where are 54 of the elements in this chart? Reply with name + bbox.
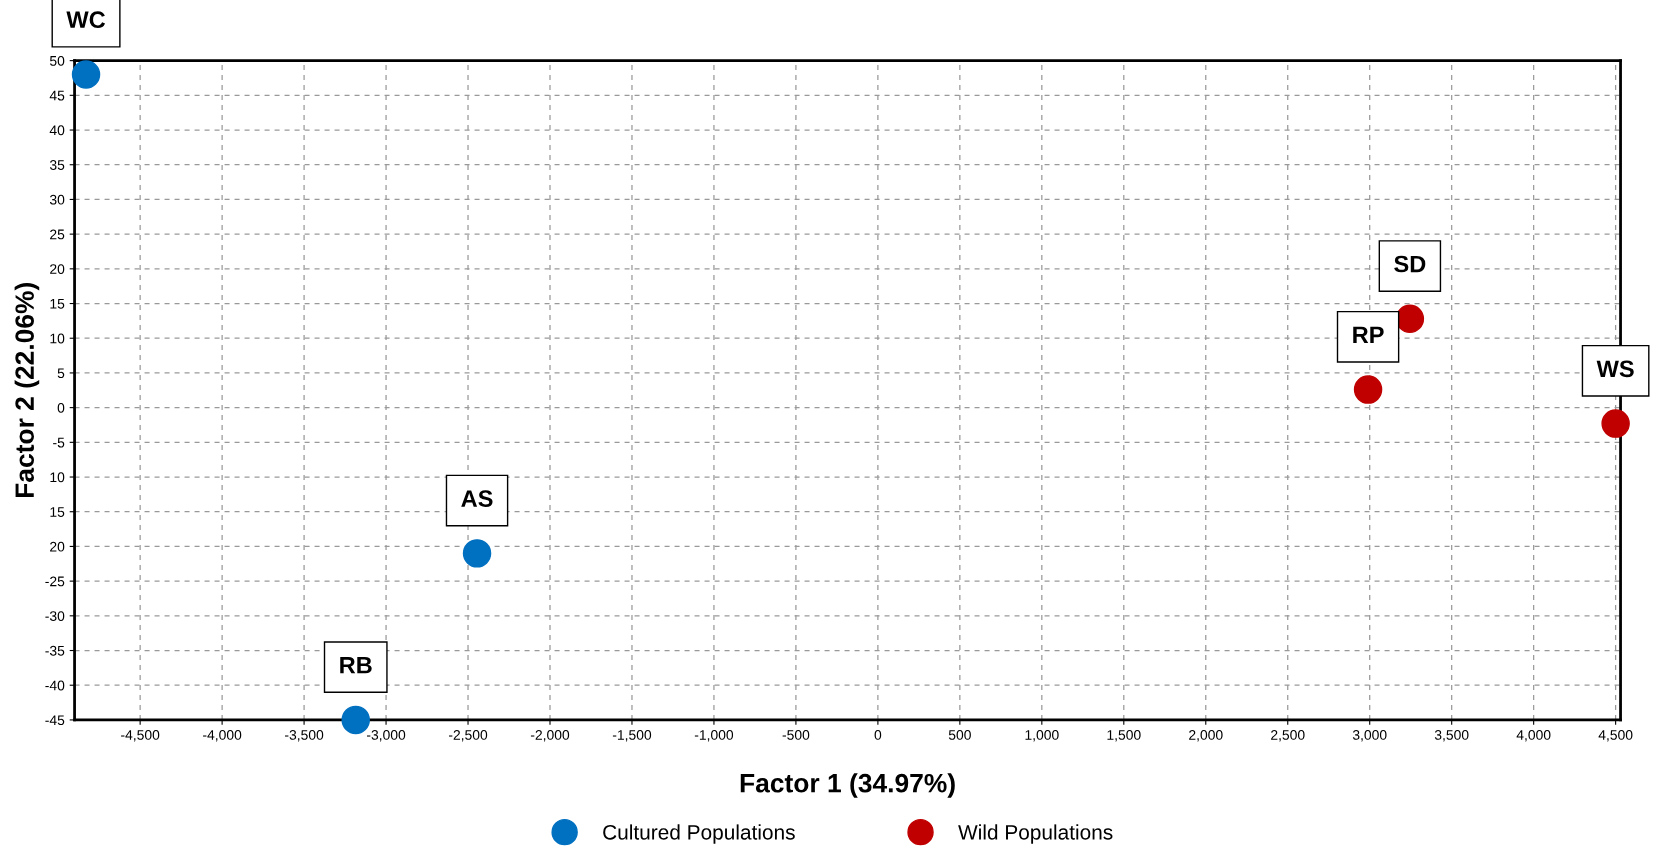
y-tick-label: -45 bbox=[45, 715, 65, 726]
x-tick-label: -2,500 bbox=[448, 730, 488, 742]
point bbox=[1395, 304, 1425, 334]
y-tick-label: -35 bbox=[45, 645, 65, 656]
x-tick-label: 2,000 bbox=[1189, 730, 1223, 742]
legend-label: Wild Populations bbox=[958, 824, 1113, 844]
y-tick-label: 25 bbox=[50, 229, 65, 240]
y-tick-label: 20 bbox=[50, 264, 65, 274]
x-tick-label: 3,000 bbox=[1352, 730, 1387, 742]
x-tick-label: 2,500 bbox=[1271, 730, 1305, 742]
y-tick-label: 40 bbox=[49, 125, 65, 136]
y-tick-label: 30 bbox=[49, 194, 65, 205]
y-axis-title: Factor 2 (22.06%) bbox=[14, 283, 40, 498]
x-tick-label: -3,500 bbox=[285, 730, 324, 742]
x-tick-label: 3,500 bbox=[1434, 730, 1469, 742]
y-tick-label: 15 bbox=[50, 299, 65, 309]
y-tick-label: -5 bbox=[53, 437, 65, 448]
x-tick-label: -4,500 bbox=[121, 730, 160, 742]
annotation: RP bbox=[1353, 326, 1384, 343]
point bbox=[462, 539, 492, 568]
x-tick-label: 1,500 bbox=[1107, 730, 1141, 742]
x-tick-label: 4,000 bbox=[1516, 730, 1551, 742]
y-tick-label: 10 bbox=[50, 333, 65, 344]
point bbox=[71, 60, 101, 89]
x-tick-label: -4,000 bbox=[203, 730, 242, 742]
y-tick-label: 35 bbox=[49, 160, 65, 170]
x-tick-label: 1,000 bbox=[1025, 730, 1059, 742]
annotation: WC bbox=[66, 11, 106, 29]
legend-label: Cultured Populations bbox=[603, 824, 795, 844]
point bbox=[1601, 409, 1630, 438]
x-tick-label: -3,000 bbox=[366, 730, 406, 742]
annotation: WS bbox=[1596, 360, 1634, 378]
x-tick-label: -2,000 bbox=[530, 730, 570, 742]
y-tick-label: 5 bbox=[57, 368, 65, 379]
y-tick-label: 0 bbox=[57, 402, 65, 413]
annotation: RB bbox=[340, 657, 372, 674]
y-tick-label: -40 bbox=[45, 680, 65, 691]
point bbox=[1353, 375, 1383, 404]
x-tick-label: -500 bbox=[782, 730, 810, 740]
x-tick-label: -1,000 bbox=[694, 730, 734, 742]
x-tick-label: 4,500 bbox=[1598, 730, 1633, 742]
y-tick-label: -30 bbox=[45, 611, 65, 621]
x-tick-label: 0 bbox=[874, 730, 882, 740]
annotation: AS bbox=[461, 490, 493, 507]
x-tick-label: -1,500 bbox=[612, 730, 652, 742]
x-axis-title: Factor 1 (34.97%) bbox=[740, 773, 955, 798]
y-tick-label: 15 bbox=[50, 507, 65, 517]
y-tick-label: 50 bbox=[49, 55, 65, 66]
annotation: SD bbox=[1394, 255, 1426, 273]
y-tick-label: 45 bbox=[49, 90, 65, 101]
x-tick-label: 500 bbox=[948, 730, 971, 740]
y-tick-label: -25 bbox=[45, 576, 65, 587]
y-tick-label: 10 bbox=[50, 472, 65, 483]
y-tick-label: 20 bbox=[50, 541, 65, 552]
